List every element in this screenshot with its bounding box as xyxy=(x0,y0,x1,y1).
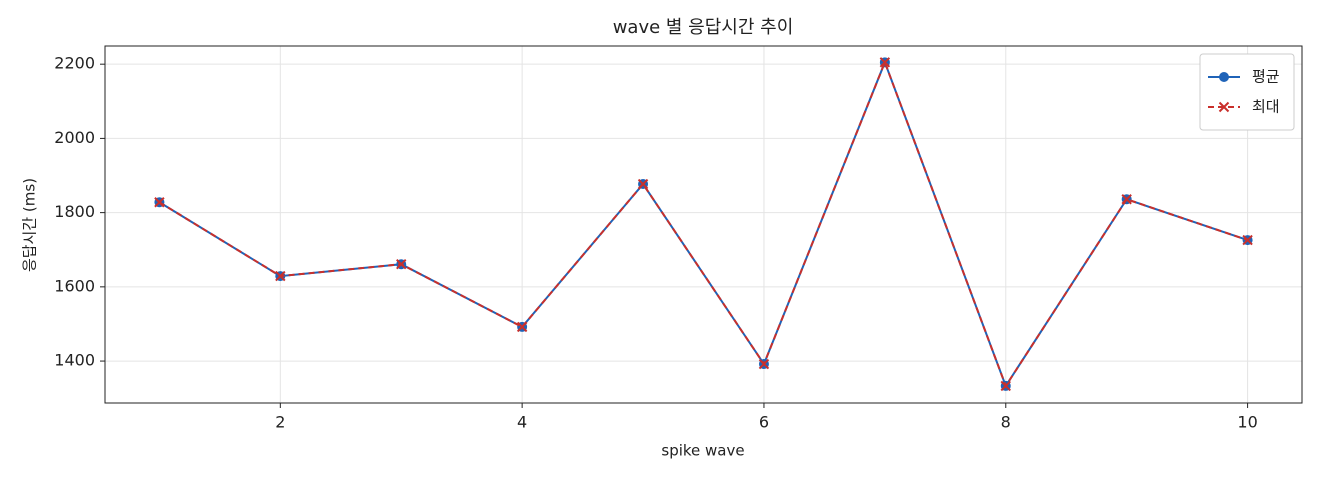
data-point xyxy=(1121,194,1132,205)
data-point xyxy=(758,358,770,370)
y-axis-label: 응답시간 (ms) xyxy=(21,178,39,272)
y-tick-label: 1400 xyxy=(54,351,95,370)
x-tick-label: 4 xyxy=(517,413,527,432)
chart-title: wave 별 응답시간 추이 xyxy=(613,17,794,38)
y-tick-label: 1600 xyxy=(54,276,95,295)
data-point xyxy=(396,259,407,270)
data-point xyxy=(879,57,891,68)
x-tick-label: 2 xyxy=(275,413,285,432)
x-axis-label: spike wave xyxy=(661,442,744,460)
y-tick-label: 2000 xyxy=(54,128,95,147)
legend-label: 평균 xyxy=(1252,68,1280,86)
data-point xyxy=(637,178,649,190)
data-point xyxy=(1000,380,1011,392)
plot-frame xyxy=(104,45,1303,404)
data-point xyxy=(1242,234,1253,246)
legend-label: 최대 xyxy=(1252,98,1280,116)
data-point xyxy=(154,197,165,208)
y-tick-label: 2200 xyxy=(54,54,95,73)
legend-box xyxy=(1199,53,1295,131)
data-point xyxy=(275,270,286,282)
y-tick-label: 1800 xyxy=(54,202,95,221)
legend-marker xyxy=(1218,101,1230,113)
x-tick-label: 10 xyxy=(1237,413,1257,432)
series-line xyxy=(158,59,1248,389)
x-tick-label: 6 xyxy=(759,413,769,432)
x-tick-label: 8 xyxy=(1001,413,1011,432)
legend-marker xyxy=(1219,72,1229,82)
data-point xyxy=(516,321,528,333)
series-line xyxy=(158,59,1248,389)
